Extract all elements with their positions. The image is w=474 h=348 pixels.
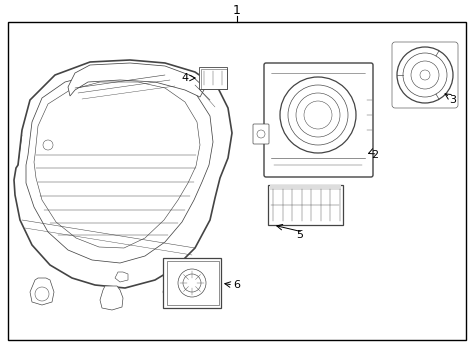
Polygon shape <box>68 63 205 97</box>
Text: 4: 4 <box>182 73 189 83</box>
Polygon shape <box>100 286 123 310</box>
Bar <box>199 67 227 89</box>
Text: 6: 6 <box>234 280 240 290</box>
Polygon shape <box>115 272 128 282</box>
FancyBboxPatch shape <box>268 185 343 225</box>
Text: 1: 1 <box>233 3 241 16</box>
Text: 3: 3 <box>449 95 456 105</box>
Bar <box>201 69 227 89</box>
Bar <box>270 185 341 190</box>
FancyBboxPatch shape <box>392 42 458 108</box>
Text: 5: 5 <box>297 230 303 240</box>
FancyBboxPatch shape <box>163 258 221 308</box>
Polygon shape <box>14 60 232 288</box>
Polygon shape <box>163 278 183 302</box>
FancyBboxPatch shape <box>264 63 373 177</box>
Text: 2: 2 <box>372 150 379 160</box>
Polygon shape <box>30 278 54 305</box>
FancyBboxPatch shape <box>253 124 269 144</box>
